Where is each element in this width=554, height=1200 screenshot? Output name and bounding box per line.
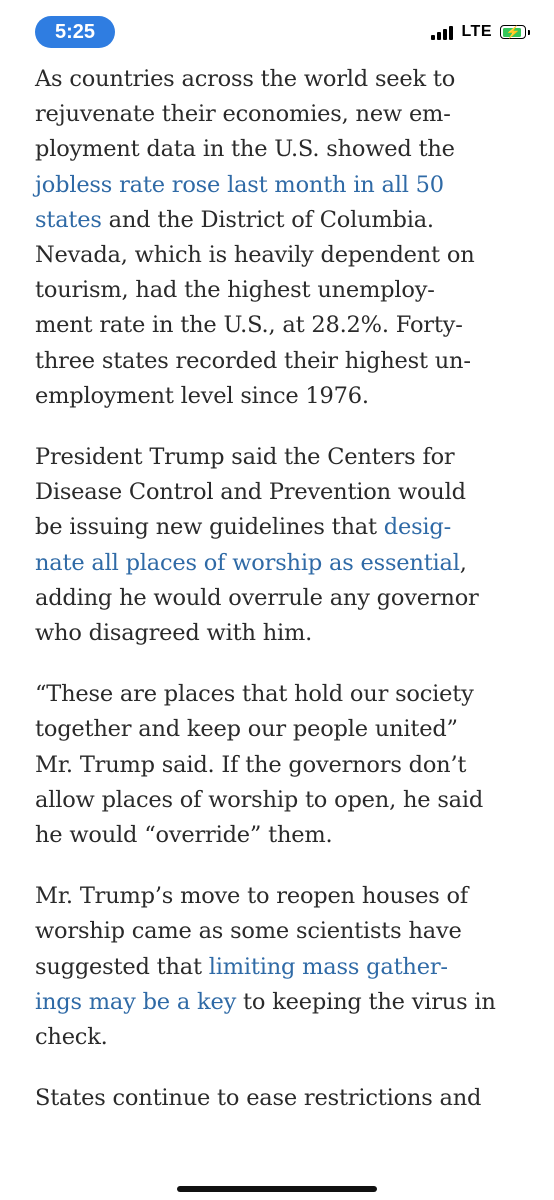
paragraph-line: check.	[35, 1020, 525, 1055]
paragraph-line: three states recorded their highest un-	[35, 344, 525, 379]
paragraph-line: ings may be a key to keeping the virus i…	[35, 985, 525, 1020]
article-paragraph: As countries across the world seek to rej…	[35, 62, 525, 414]
paragraph-line: allow places of worship to open, he said	[35, 783, 525, 818]
paragraph-line: Mr. Trump said. If the governors don’t	[35, 748, 525, 783]
paragraph-line: President Trump said the Centers for	[35, 440, 525, 475]
article-paragraph: President Trump said the Centers for Dise…	[35, 440, 525, 651]
paragraph-line: Disease Control and Prevention would	[35, 475, 525, 510]
paragraph-line: suggested that limiting mass gather-	[35, 950, 525, 985]
status-indicators: LTE ⚡	[431, 20, 530, 44]
article-text: Mr. Trump said. If the governors don’t	[35, 751, 467, 778]
paragraph-line: Mr. Trump’s move to reopen houses of	[35, 879, 525, 914]
article-body: As countries across the world seek to rej…	[35, 62, 525, 1142]
paragraph-line: employment level since 1976.	[35, 379, 525, 414]
paragraph-line: he would “override” them.	[35, 818, 525, 853]
network-type-label: LTE	[461, 23, 492, 40]
article-link[interactable]: nate all places of worship as essential	[35, 549, 460, 576]
cellular-signal-icon	[431, 24, 454, 40]
article-text: check.	[35, 1024, 108, 1051]
article-link[interactable]: desig-	[383, 514, 452, 541]
battery-level-fill	[502, 27, 522, 37]
article-link[interactable]: jobless rate rose last month in all 50	[35, 171, 444, 198]
paragraph-line: be issuing new guidelines that desig-	[35, 510, 525, 545]
charging-bolt-icon: ⚡	[505, 25, 521, 39]
article-text: adding he would overrule any governor	[35, 584, 479, 611]
paragraph-line: who disagreed with him.	[35, 616, 525, 651]
paragraph-line: Nevada, which is heavily dependent on	[35, 238, 525, 273]
paragraph-line: jobless rate rose last month in all 50	[35, 168, 525, 203]
article-text: who disagreed with him.	[35, 620, 313, 647]
home-indicator[interactable]	[177, 1186, 377, 1192]
article-text: ,	[459, 549, 467, 576]
paragraph-line: worship came as some scientists have	[35, 914, 525, 949]
battery-icon: ⚡	[500, 25, 526, 39]
article-text: to keeping the virus in	[236, 988, 496, 1015]
paragraph-line: nate all places of worship as essential,	[35, 546, 525, 581]
article-paragraph: “These are places that hold our society t…	[35, 677, 525, 853]
paragraph-line: ment rate in the U.S., at 28.2%. Forty-	[35, 308, 525, 343]
paragraph-line: adding he would overrule any governor	[35, 581, 525, 616]
article-paragraph: Mr. Trump’s move to reopen houses of wors…	[35, 879, 525, 1055]
article-text: and the District of Columbia.	[101, 206, 434, 233]
paragraph-line: States continue to ease restrictions and	[35, 1081, 525, 1116]
status-time[interactable]: 5:25	[35, 16, 115, 48]
article-text: States continue to ease restrictions and	[35, 1085, 482, 1112]
paragraph-line: tourism, had the highest unemploy-	[35, 273, 525, 308]
article-text: employment level since 1976.	[35, 382, 369, 409]
article-link[interactable]: limiting mass gather-	[208, 953, 448, 980]
article-text: President Trump said the Centers for	[35, 444, 455, 471]
paragraph-line: states and the District of Columbia.	[35, 203, 525, 238]
article-text: allow places of worship to open, he said	[35, 786, 484, 813]
article-text: Disease Control and Prevention would	[35, 479, 466, 506]
article-link[interactable]: ings may be a key	[35, 988, 237, 1015]
article-paragraph: States continue to ease restrictions and	[35, 1081, 525, 1116]
status-bar: 5:25 LTE ⚡	[0, 0, 554, 62]
article-text: As countries across the world seek to	[35, 66, 456, 92]
article-text: three states recorded their highest un-	[35, 347, 471, 374]
article-link[interactable]: states	[35, 206, 102, 233]
article-text: together and keep our people united”	[35, 716, 458, 743]
article-text: ment rate in the U.S., at 28.2%. Forty-	[35, 312, 463, 339]
article-text: ployment data in the U.S. showed the	[35, 136, 455, 163]
article-text: “These are places that hold our society	[35, 681, 474, 708]
paragraph-line: As countries across the world seek to	[35, 62, 525, 97]
battery-cap	[528, 29, 530, 35]
article-text: tourism, had the highest unemploy-	[35, 277, 435, 304]
article-text: he would “override” them.	[35, 822, 333, 849]
paragraph-line: rejuvenate their economies, new em-	[35, 97, 525, 132]
article-text: worship came as some scientists have	[35, 918, 462, 945]
article-text: rejuvenate their economies, new em-	[35, 101, 451, 128]
article-text: Mr. Trump’s move to reopen houses of	[35, 883, 469, 910]
paragraph-line: ployment data in the U.S. showed the	[35, 132, 525, 167]
article-text: suggested that	[35, 953, 209, 980]
article-text: Nevada, which is heavily dependent on	[35, 242, 475, 269]
paragraph-line: “These are places that hold our society	[35, 677, 525, 712]
paragraph-line: together and keep our people united”	[35, 712, 525, 747]
article-text: be issuing new guidelines that	[35, 514, 384, 541]
